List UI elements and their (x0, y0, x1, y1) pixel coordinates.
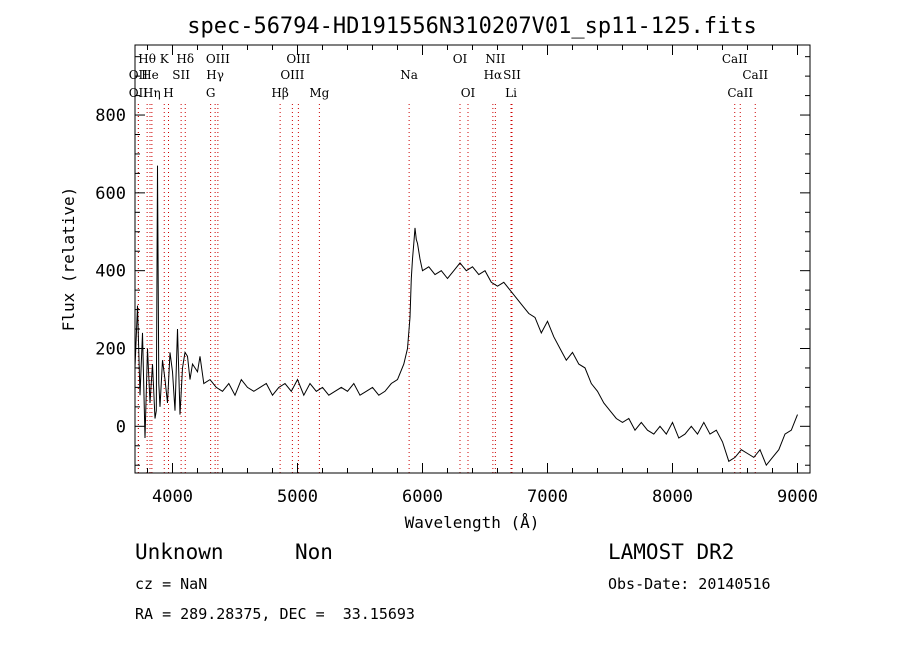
marker-label: OI (461, 86, 476, 100)
marker-label: H (163, 86, 173, 100)
x-tick-label: 4000 (152, 487, 193, 507)
y-tick-label: 400 (95, 262, 126, 282)
x-tick-label: 7000 (527, 487, 568, 507)
chart-title: spec-56794-HD191556N310207V01_sp11-125.f… (187, 14, 757, 39)
marker-label: Hθ (138, 52, 156, 66)
x-axis-label: Wavelength (Å) (405, 513, 540, 532)
marker-label: Mg (309, 86, 329, 100)
survey-name: LAMOST DR2 (608, 540, 735, 564)
spectrum-line (134, 165, 798, 467)
marker-label: CaII (727, 86, 753, 100)
y-tick-label: 0 (116, 417, 126, 437)
marker-label: Hα (484, 68, 503, 82)
marker-label: Na (400, 68, 418, 82)
y-tick-label: 800 (95, 106, 126, 126)
marker-label: SII (172, 68, 190, 82)
marker-label: OIII (280, 68, 304, 82)
plot-frame (134, 44, 811, 474)
marker-label: He (141, 68, 159, 82)
marker-label: CaII (742, 68, 768, 82)
marker-label: Hβ (271, 86, 288, 100)
spectrum-line-group (134, 165, 798, 467)
x-tick-label: 9000 (777, 487, 818, 507)
y-axis: 0 200 400 600 800 (95, 56, 810, 466)
x-tick-label: 8000 (652, 487, 693, 507)
y-axis-label: Flux (relative) (59, 187, 78, 332)
marker-label: Hη (143, 86, 161, 100)
spectral-line-markers: Hθ OII OII K H He Hη SII Hδ OIII Hγ G Hβ OIII OIII Mg Na… (129, 52, 768, 473)
marker-label: OI (453, 52, 468, 66)
marker-label: Hδ (176, 52, 194, 66)
marker-label: Li (505, 86, 517, 100)
y-tick-label: 200 (95, 339, 126, 359)
marker-label: CaII (722, 52, 748, 66)
marker-label: NII (485, 52, 505, 66)
marker-label: OII (129, 86, 149, 100)
x-tick-label: 6000 (402, 487, 443, 507)
marker-label: G (206, 86, 216, 100)
obs-date: Obs-Date: 20140516 (608, 575, 771, 593)
x-tick-label: 5000 (277, 487, 318, 507)
marker-label: Hγ (206, 68, 224, 82)
object-subclass: Non (295, 540, 333, 564)
object-class: Unknown (135, 540, 224, 564)
marker-label: K (160, 52, 170, 66)
redshift-cz: cz = NaN (135, 575, 208, 593)
x-axis: 4000 5000 6000 7000 8000 9000 (147, 45, 818, 507)
marker-label: OIII (286, 52, 310, 66)
y-tick-label: 600 (95, 184, 126, 204)
marker-label: OIII (206, 52, 230, 66)
marker-label: OII (129, 68, 149, 82)
ra-dec-coords: RA = 289.28375, DEC = 33.15693 (135, 605, 415, 623)
marker-label: SII (503, 68, 521, 82)
